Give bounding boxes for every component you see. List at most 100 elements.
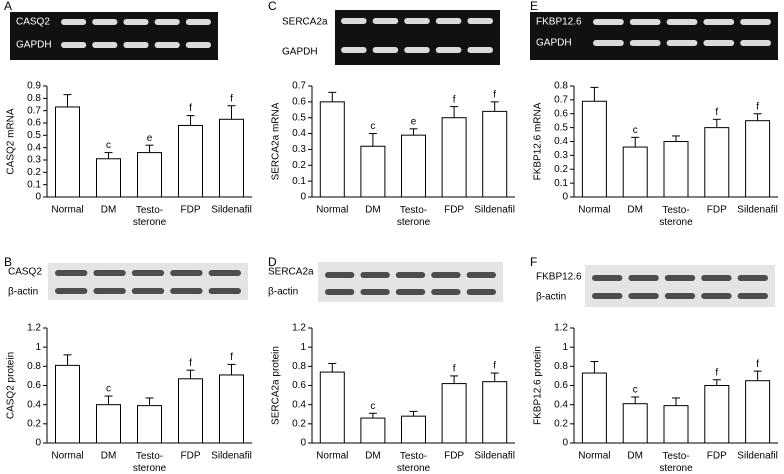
x-tick-label: FDP bbox=[707, 205, 727, 216]
y-tick-label: 0.6 bbox=[27, 380, 41, 391]
y-tick-label: 0.4 bbox=[554, 136, 568, 147]
x-tick-label: Normal bbox=[51, 451, 83, 462]
x-tick-label: Sildenafil bbox=[211, 451, 252, 462]
y-tick-label: 0.2 bbox=[554, 418, 568, 429]
bar bbox=[96, 404, 121, 444]
gel-band bbox=[395, 289, 426, 295]
bar bbox=[482, 110, 508, 198]
label-line: Testo- bbox=[136, 451, 163, 462]
bar bbox=[704, 127, 730, 198]
gel-band bbox=[666, 40, 698, 46]
y-tick-label: 0.6 bbox=[292, 380, 306, 391]
label-line: Testo- bbox=[136, 205, 163, 216]
x-tick-label: Sildenafil bbox=[737, 451, 778, 462]
x-tick-label: Testo-sterone bbox=[397, 205, 431, 228]
y-tick-label: 0 bbox=[35, 192, 41, 203]
x-tick-label: Sildenafil bbox=[474, 451, 515, 462]
gel-label: GAPDH bbox=[536, 38, 572, 49]
bar bbox=[319, 101, 345, 198]
bar bbox=[622, 403, 648, 444]
significance-label: f bbox=[189, 103, 192, 114]
x-tick-label: Normal bbox=[578, 205, 610, 216]
gel-band bbox=[703, 19, 735, 25]
bar bbox=[441, 383, 467, 444]
x-tick-label: Sildenafil bbox=[211, 205, 252, 216]
y-tick-label: 0.2 bbox=[292, 160, 306, 171]
gel-band bbox=[93, 270, 126, 276]
y-tick-label: 0 bbox=[562, 192, 568, 203]
bar bbox=[663, 141, 689, 198]
significance-label: f bbox=[453, 94, 456, 105]
gel-band bbox=[628, 293, 659, 299]
gel-band bbox=[55, 288, 88, 294]
significance-label: c bbox=[633, 385, 638, 396]
significance-label: c bbox=[106, 140, 111, 151]
panel-letter: C bbox=[268, 0, 277, 13]
gel-band bbox=[154, 19, 180, 25]
significance-label: f bbox=[493, 89, 496, 100]
bar bbox=[96, 158, 121, 198]
gel-band bbox=[395, 272, 426, 278]
bar bbox=[178, 124, 203, 198]
y-tick-label: 0.5 bbox=[292, 112, 306, 123]
y-tick-label: 1 bbox=[35, 342, 41, 353]
gel-label: β-actin bbox=[536, 292, 566, 303]
panel-letter: D bbox=[268, 255, 277, 269]
gel-band bbox=[629, 40, 661, 46]
gel-band bbox=[154, 42, 180, 48]
significance-label: f bbox=[756, 359, 759, 370]
y-tick-label: 1.2 bbox=[292, 323, 306, 334]
y-tick-label: 0.8 bbox=[27, 93, 41, 104]
panel-letter: A bbox=[4, 0, 12, 13]
x-tick-label: Sildenafil bbox=[474, 205, 515, 216]
bar bbox=[401, 134, 426, 198]
bar bbox=[745, 120, 771, 198]
significance-label: f bbox=[453, 364, 456, 375]
bar bbox=[137, 152, 162, 198]
y-tick-label: 0.8 bbox=[27, 361, 41, 372]
y-tick-label: 1.2 bbox=[554, 323, 568, 334]
bar bbox=[704, 385, 730, 444]
gel-band bbox=[185, 42, 211, 48]
bar bbox=[581, 372, 607, 444]
y-axis-label: FKBP12.6 mRNA bbox=[533, 102, 544, 180]
gel-band bbox=[467, 18, 493, 24]
significance-label: c bbox=[370, 121, 375, 132]
y-tick-label: 0.7 bbox=[554, 95, 568, 106]
x-tick-label: Testo-sterone bbox=[659, 451, 693, 474]
gel-label: GAPDH bbox=[282, 47, 318, 58]
x-tick-label: Normal bbox=[316, 205, 348, 216]
gel-band bbox=[131, 288, 165, 294]
x-tick-label: Testo-sterone bbox=[133, 451, 167, 474]
gel-band bbox=[360, 272, 390, 278]
gel-band bbox=[372, 47, 399, 53]
gel-label: CASQ2 bbox=[8, 267, 42, 278]
label-line: Testo- bbox=[400, 451, 427, 462]
y-tick-label: 0.2 bbox=[27, 418, 41, 429]
bar bbox=[663, 405, 689, 444]
gel-band bbox=[703, 40, 735, 46]
gel-band bbox=[592, 293, 623, 299]
y-tick-label: 0.9 bbox=[27, 81, 41, 92]
y-tick-label: 0.7 bbox=[292, 81, 306, 92]
panel-letter: B bbox=[4, 255, 12, 269]
y-axis-label: CASQ2 mRNA bbox=[6, 108, 17, 174]
gel-band bbox=[325, 289, 355, 295]
y-axis-label: FKBP12.6 protein bbox=[533, 346, 544, 425]
y-tick-label: 0.6 bbox=[554, 108, 568, 119]
gel-label: FKBP12.6 bbox=[536, 17, 582, 28]
y-tick-label: 0.1 bbox=[554, 178, 568, 189]
x-tick-label: Testo-sterone bbox=[659, 205, 693, 228]
x-tick-label: FDP bbox=[444, 205, 464, 216]
y-tick-label: 0.1 bbox=[292, 176, 306, 187]
significance-label: f bbox=[715, 107, 718, 118]
x-tick-label: Normal bbox=[51, 205, 83, 216]
y-tick-label: 0.2 bbox=[292, 418, 306, 429]
x-tick-label: Testo-sterone bbox=[133, 205, 167, 228]
gel-band bbox=[55, 270, 88, 276]
gel-label: FKBP12.6 bbox=[536, 272, 582, 283]
gel-band bbox=[93, 288, 126, 294]
label-line: Testo- bbox=[662, 451, 689, 462]
panel-letter: F bbox=[530, 255, 537, 269]
